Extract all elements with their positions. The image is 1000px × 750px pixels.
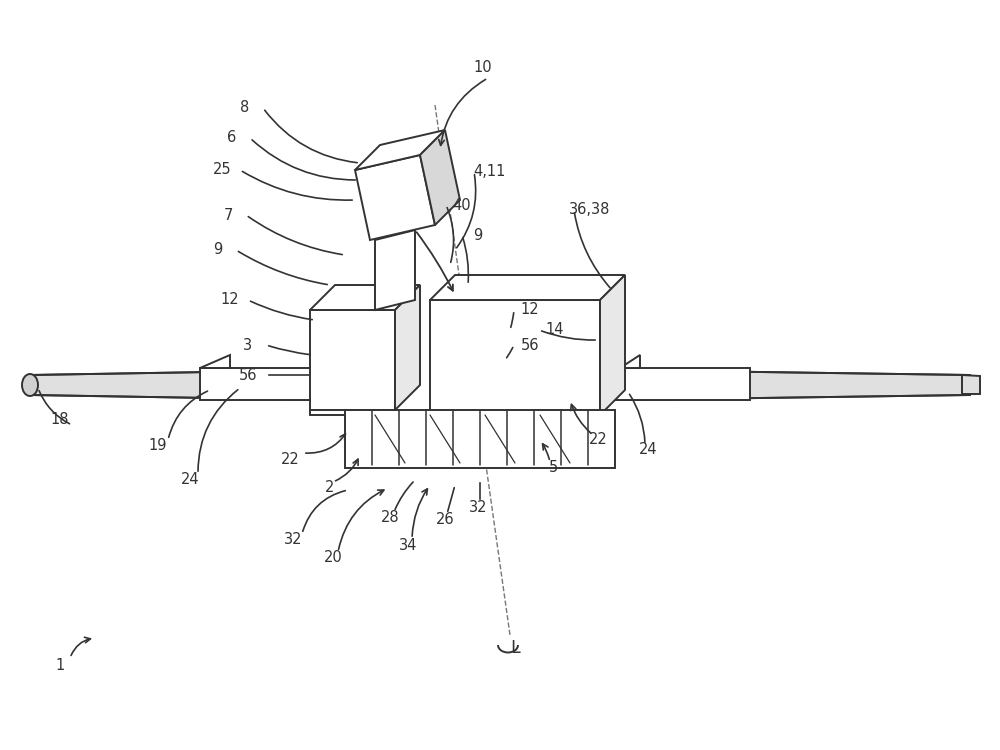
Polygon shape: [355, 130, 445, 170]
Text: 56: 56: [521, 338, 539, 352]
Text: 34: 34: [399, 538, 417, 553]
Polygon shape: [310, 285, 420, 310]
Text: 8: 8: [240, 100, 250, 116]
Text: 5: 5: [548, 460, 558, 476]
Text: 24: 24: [639, 442, 657, 458]
Polygon shape: [200, 368, 350, 400]
Text: 18: 18: [51, 413, 69, 428]
Text: 28: 28: [381, 511, 399, 526]
Polygon shape: [430, 300, 600, 415]
Polygon shape: [430, 275, 625, 300]
Polygon shape: [355, 155, 435, 240]
Text: 26: 26: [436, 512, 454, 527]
Text: 12: 12: [221, 292, 239, 308]
Polygon shape: [962, 375, 980, 394]
Text: 6: 6: [227, 130, 237, 146]
Text: 14: 14: [546, 322, 564, 338]
Polygon shape: [375, 230, 415, 310]
Text: 10: 10: [474, 61, 492, 76]
Text: 40: 40: [453, 197, 471, 212]
Text: 32: 32: [469, 500, 487, 515]
Polygon shape: [200, 355, 230, 368]
Text: 36,38: 36,38: [569, 202, 611, 217]
Text: 1: 1: [55, 658, 65, 673]
Text: 19: 19: [149, 437, 167, 452]
Text: 22: 22: [589, 433, 607, 448]
Text: 9: 9: [213, 242, 223, 257]
Polygon shape: [420, 130, 460, 225]
Text: 3: 3: [243, 338, 253, 352]
Text: 56: 56: [239, 368, 257, 382]
Polygon shape: [345, 410, 615, 468]
Text: 32: 32: [284, 532, 302, 548]
Polygon shape: [395, 285, 420, 410]
Text: 7: 7: [223, 208, 233, 223]
Text: 4,11: 4,11: [474, 164, 506, 179]
Polygon shape: [620, 370, 970, 400]
Polygon shape: [530, 368, 750, 400]
Text: 24: 24: [181, 472, 199, 488]
Text: 25: 25: [213, 163, 231, 178]
Polygon shape: [30, 370, 330, 400]
Text: 20: 20: [324, 550, 342, 566]
Text: L: L: [510, 639, 520, 657]
Ellipse shape: [22, 374, 38, 396]
Text: 12: 12: [521, 302, 539, 317]
Text: 22: 22: [281, 452, 299, 467]
Text: 9: 9: [473, 227, 483, 242]
Polygon shape: [600, 275, 625, 415]
Polygon shape: [620, 355, 640, 368]
Polygon shape: [310, 310, 395, 410]
Text: 2: 2: [325, 481, 335, 496]
